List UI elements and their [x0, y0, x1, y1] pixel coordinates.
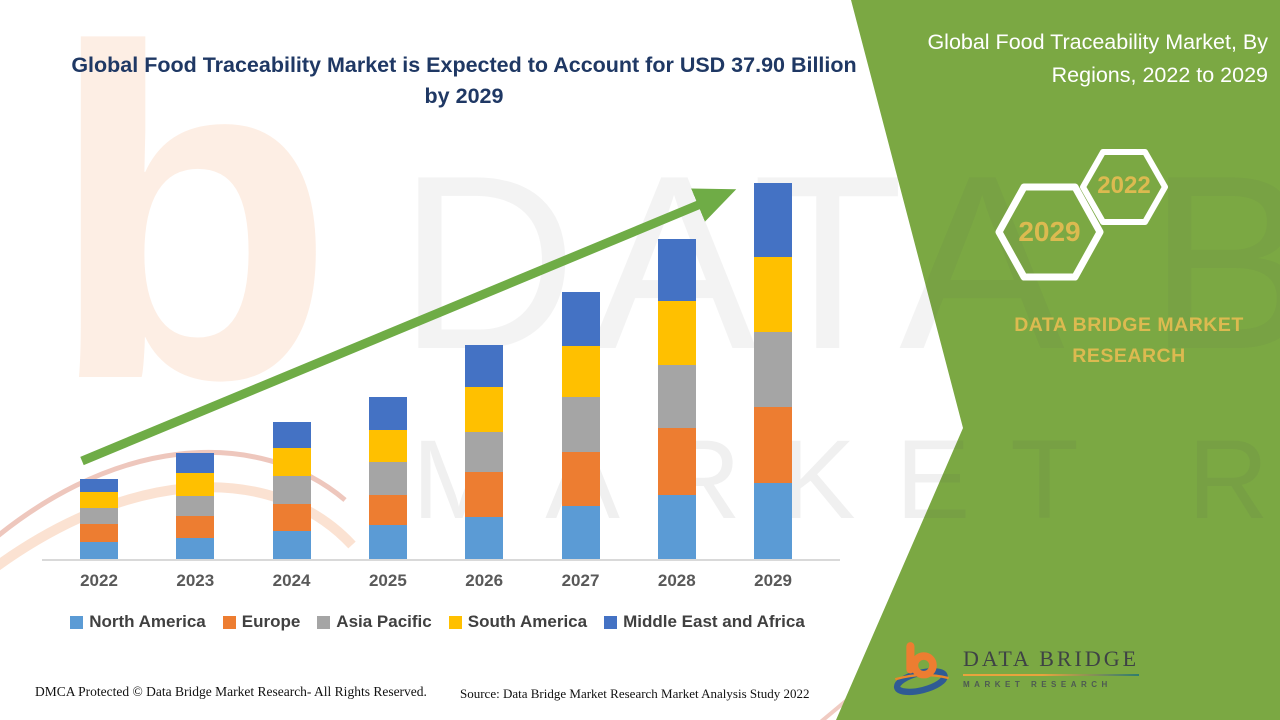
hexagon-badges [995, 149, 1168, 281]
bar-segment [754, 331, 793, 408]
bar-segment [176, 495, 215, 517]
hexagon-2029-label: 2029 [1018, 216, 1081, 247]
bar-segment [368, 461, 407, 495]
legend-label: North America [89, 612, 206, 631]
legend-item: Asia Pacific [317, 612, 432, 632]
bar-segment [272, 531, 311, 559]
bar-segment [80, 508, 118, 525]
bar-column-2025 [368, 397, 407, 559]
bar-segment [272, 422, 311, 448]
bar-segment [657, 238, 696, 301]
legend-item: North America [70, 612, 206, 632]
legend-label: Europe [241, 612, 301, 631]
bar-column-2028 [657, 238, 696, 559]
bar-segment [368, 494, 407, 526]
bar-segment [465, 471, 504, 518]
legend-swatch-icon [317, 615, 331, 629]
hexagon-2022-label: 2022 [1097, 172, 1151, 199]
bar-segment [272, 447, 311, 476]
bar-segment [561, 397, 600, 452]
x-axis-tick-label: 2029 [754, 571, 792, 590]
x-axis-tick-label: 2025 [368, 571, 407, 590]
brand-name-text: DATA BRIDGE MARKET RESEARCH [1014, 314, 1244, 367]
bar-segment [176, 472, 215, 496]
bar-segment [754, 183, 793, 258]
legend-swatch-icon [448, 615, 462, 629]
bar-segment [80, 524, 118, 543]
bar-segment [657, 301, 696, 365]
bar-column-2027 [561, 292, 600, 559]
bar-segment [176, 538, 215, 559]
legend-swatch-icon [70, 615, 84, 629]
logo-underline [963, 674, 1139, 676]
bar-segment [465, 387, 504, 433]
bar-segment [465, 517, 504, 559]
bar-segment [368, 525, 407, 559]
bar-segment [657, 494, 696, 559]
x-axis-tick-label: 2027 [561, 571, 600, 590]
x-axis-line [42, 559, 840, 561]
page-title: Global Food Traceability Market is Expec… [71, 53, 857, 108]
bar-segment [657, 428, 696, 495]
bar-segment [80, 478, 118, 493]
company-logo: DATA BRIDGE MARKET RESEARCH [893, 640, 1139, 700]
bar-segment [754, 482, 793, 559]
bar-column-2022 [80, 478, 118, 559]
side-panel-title: Global Food Traceability Market, By Regi… [927, 30, 1268, 87]
bar-segment [561, 451, 600, 507]
bar-segment [368, 430, 407, 462]
bar-segment [465, 344, 504, 388]
legend-item: Middle East and Africa [604, 612, 805, 632]
bar-segment [657, 364, 696, 428]
x-axis-tick-label: 2022 [80, 571, 118, 590]
legend-item: Europe [222, 612, 301, 632]
bar-segment [465, 432, 504, 472]
x-axis-tick-label: 2028 [657, 571, 696, 590]
bar-column-2026 [465, 344, 504, 559]
bar-segment [176, 453, 215, 473]
chart-legend: North America Europe Asia Pacific South Ame… [40, 612, 835, 632]
legend-label: South America [467, 612, 588, 631]
source-note: Source: Data Bridge Market Research Mark… [460, 686, 810, 701]
legend-swatch-icon [222, 615, 236, 629]
hexagon-2029 [995, 183, 1104, 281]
bar-column-2029 [754, 183, 793, 559]
data-bridge-logo-icon [893, 642, 949, 696]
legend-swatch-icon [604, 615, 618, 629]
bar-segment [80, 542, 118, 559]
bar-segment [754, 257, 793, 332]
logo-name: DATA BRIDGE [963, 646, 1140, 671]
dmca-notice: DMCA Protected © Data Bridge Market Rese… [35, 684, 427, 699]
bar-segment [368, 397, 407, 431]
x-axis-tick-label: 2024 [272, 571, 311, 590]
legend-label: Middle East and Africa [623, 612, 805, 631]
x-axis-tick-label: 2023 [176, 571, 215, 590]
hexagon-2022 [1080, 149, 1168, 225]
bar-segment [561, 506, 600, 559]
bar-segment [561, 292, 600, 346]
bar-column-2023 [176, 453, 215, 559]
bar-segment [272, 504, 311, 532]
logo-text: DATA BRIDGE MARKET RESEARCH [963, 646, 1139, 689]
x-axis-tick-label: 2026 [465, 571, 504, 590]
bar-segment [272, 475, 311, 505]
legend-label: Asia Pacific [336, 612, 432, 631]
bar-segment [754, 407, 793, 483]
legend-item: South America [448, 612, 588, 632]
bar-segment [176, 516, 215, 539]
bar-column-2024 [272, 422, 311, 559]
bar-segment [80, 492, 118, 509]
bar-segment [561, 345, 600, 398]
logo-tagline: MARKET RESEARCH [963, 680, 1112, 689]
